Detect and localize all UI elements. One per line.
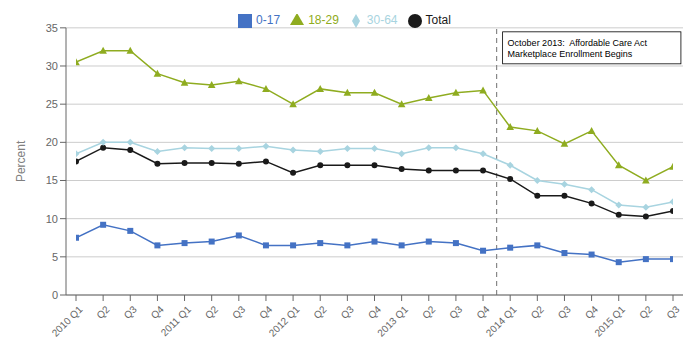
svg-text:Q3: Q3 — [556, 303, 574, 321]
svg-text:Q4: Q4 — [149, 303, 167, 321]
svg-text:2014 Q1: 2014 Q1 — [484, 303, 519, 338]
svg-text:Q3: Q3 — [339, 303, 357, 321]
html-text:Total: Total — [425, 13, 451, 27]
svg-text:5: 5 — [52, 251, 58, 263]
svg-text:0: 0 — [52, 289, 58, 301]
svg-text:2012 Q1: 2012 Q1 — [267, 303, 302, 338]
svg-text:15: 15 — [46, 174, 58, 186]
svg-text:Q2: Q2 — [94, 303, 112, 321]
svg-text:25: 25 — [46, 98, 58, 110]
svg-text:Q3: Q3 — [447, 303, 465, 321]
svg-text:Q3: Q3 — [122, 303, 140, 321]
svg-text:Percent: Percent — [14, 140, 28, 182]
svg-text:2010 Q1: 2010 Q1 — [50, 303, 85, 338]
html-text:0-17: 0-17 — [256, 13, 281, 27]
svg-text:October 2013: Affordable Care: October 2013: Affordable Care Act — [508, 38, 648, 48]
svg-text:Q4: Q4 — [366, 303, 384, 321]
svg-text:Q2: Q2 — [529, 303, 547, 321]
svg-text:Q4: Q4 — [257, 303, 275, 321]
svg-text:Q2: Q2 — [311, 303, 329, 321]
svg-text:20: 20 — [46, 136, 58, 148]
svg-text:Q4: Q4 — [474, 303, 492, 321]
svg-text:Q2: Q2 — [203, 303, 221, 321]
html-text:18-29: 18-29 — [308, 13, 339, 27]
svg-text:Q2: Q2 — [420, 303, 438, 321]
svg-text:Q4: Q4 — [583, 303, 601, 321]
svg-text:Q3: Q3 — [230, 303, 248, 321]
svg-text:10: 10 — [46, 213, 58, 225]
svg-text:2013 Q1: 2013 Q1 — [375, 303, 410, 338]
svg-text:Q3: Q3 — [664, 303, 682, 321]
svg-text:2011 Q1: 2011 Q1 — [159, 303, 194, 338]
svg-text:30: 30 — [46, 60, 58, 72]
html-text:30-64: 30-64 — [366, 13, 398, 27]
svg-text:35: 35 — [46, 22, 58, 34]
svg-text:2015 Q1: 2015 Q1 — [592, 303, 627, 338]
svg-text:Q2: Q2 — [637, 303, 655, 321]
svg-text:Marketplace Enrollment Begins: Marketplace Enrollment Begins — [508, 49, 633, 59]
